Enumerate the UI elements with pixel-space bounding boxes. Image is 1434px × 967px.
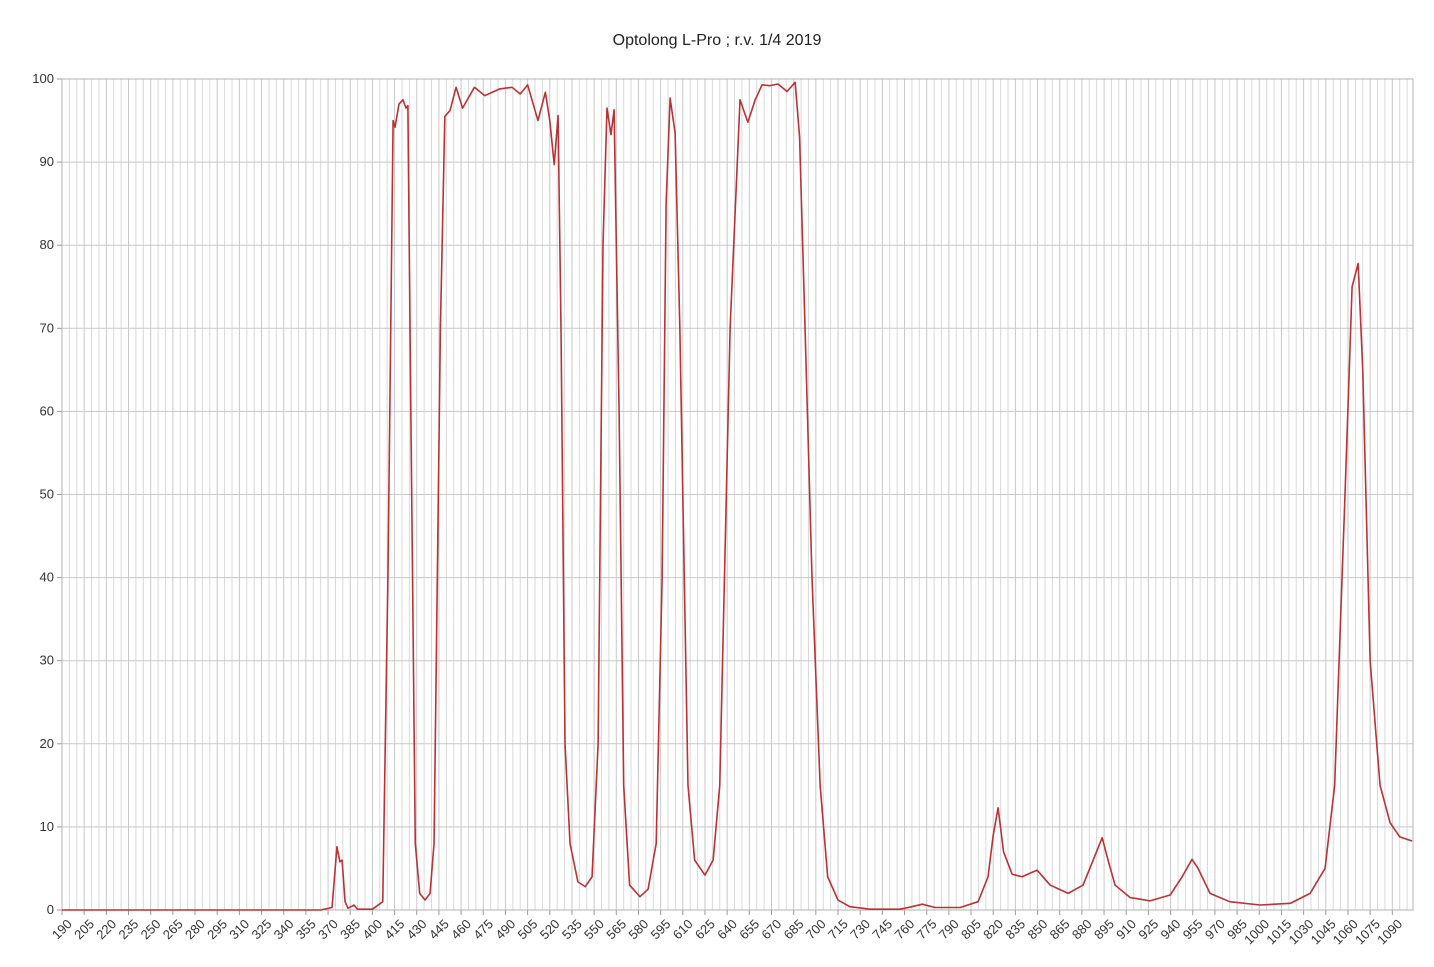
- x-tick-label: 310: [226, 916, 252, 942]
- x-tick-label: 460: [448, 916, 474, 942]
- x-tick-label: 430: [404, 916, 430, 942]
- chart-title: Optolong L-Pro ; r.v. 1/4 2019: [613, 32, 822, 49]
- plot-frame: [61, 78, 1414, 911]
- x-tick-label: 490: [492, 916, 518, 942]
- x-tick-label: 850: [1025, 916, 1051, 942]
- x-tick-label: 220: [93, 916, 119, 942]
- y-tick-label: 20: [40, 736, 54, 751]
- x-tick-label: 580: [625, 916, 651, 942]
- x-tick-label: 655: [736, 916, 762, 942]
- x-tick-label: 205: [71, 916, 97, 942]
- x-tick-label: 835: [1002, 916, 1028, 942]
- y-tick-label: 70: [40, 320, 54, 335]
- x-tick-label: 970: [1202, 916, 1228, 942]
- x-tick-label: 400: [359, 916, 385, 942]
- x-tick-label: 865: [1047, 916, 1073, 942]
- x-tick-label: 565: [603, 916, 629, 942]
- x-tick-label: 190: [49, 916, 75, 942]
- x-tick-label: 385: [337, 916, 363, 942]
- x-tick-label: 745: [869, 916, 895, 942]
- x-tick-label: 250: [138, 916, 164, 942]
- x-tick-label: 700: [803, 916, 829, 942]
- x-tick-label: 685: [781, 916, 807, 942]
- y-tick-label: 40: [40, 570, 54, 585]
- x-tick-label: 295: [204, 916, 230, 942]
- x-tick-label: 790: [936, 916, 962, 942]
- x-tick-label: 670: [758, 916, 784, 942]
- y-tick-label: 50: [40, 487, 54, 502]
- x-tick-label: 475: [470, 916, 496, 942]
- x-tick-label: 640: [714, 916, 740, 942]
- y-tick-label: 0: [47, 902, 54, 917]
- plot: [62, 81, 1413, 911]
- x-tick-label: 715: [825, 916, 851, 942]
- x-tick-label: 340: [271, 916, 297, 942]
- y-tick-label: 80: [40, 237, 54, 252]
- x-tick-label: 445: [426, 916, 452, 942]
- x-tick-label: 730: [847, 916, 873, 942]
- x-tick-label: 595: [648, 916, 674, 942]
- x-tick-label: 940: [1158, 916, 1184, 942]
- x-tick-label: 775: [914, 916, 940, 942]
- x-tick-label: 520: [537, 916, 563, 942]
- x-tick-label: 535: [559, 916, 585, 942]
- x-tick-label: 880: [1069, 916, 1095, 942]
- x-tick-label: 820: [980, 916, 1006, 942]
- y-tick-label: 60: [40, 403, 54, 418]
- x-tick-label: 280: [182, 916, 208, 942]
- y-tick-label: 90: [40, 154, 54, 169]
- x-tick-label: 505: [515, 916, 541, 942]
- y-tick-label: 10: [40, 819, 54, 834]
- x-tick-label: 760: [891, 916, 917, 942]
- y-tick-label: 100: [32, 71, 54, 86]
- x-tick-label: 955: [1180, 916, 1206, 942]
- x-tick-label: 325: [248, 916, 274, 942]
- x-tick-label: 550: [581, 916, 607, 942]
- x-tick-label: 910: [1113, 916, 1139, 942]
- x-tick-label: 925: [1135, 916, 1161, 942]
- x-tick-label: 625: [692, 916, 718, 942]
- x-tick-label: 1090: [1374, 916, 1405, 947]
- x-tick-label: 265: [160, 916, 186, 942]
- x-tick-label: 610: [670, 916, 696, 942]
- grid: [61, 78, 1413, 911]
- x-tick-label: 895: [1091, 916, 1117, 942]
- x-tick-label: 355: [293, 916, 319, 942]
- y-tick-label: 30: [40, 653, 54, 668]
- x-tick-label: 415: [382, 916, 408, 942]
- x-tick-label: 235: [115, 916, 141, 942]
- data-line: [62, 81, 1413, 911]
- x-tick-label: 805: [958, 916, 984, 942]
- x-tick-label: 370: [315, 916, 341, 942]
